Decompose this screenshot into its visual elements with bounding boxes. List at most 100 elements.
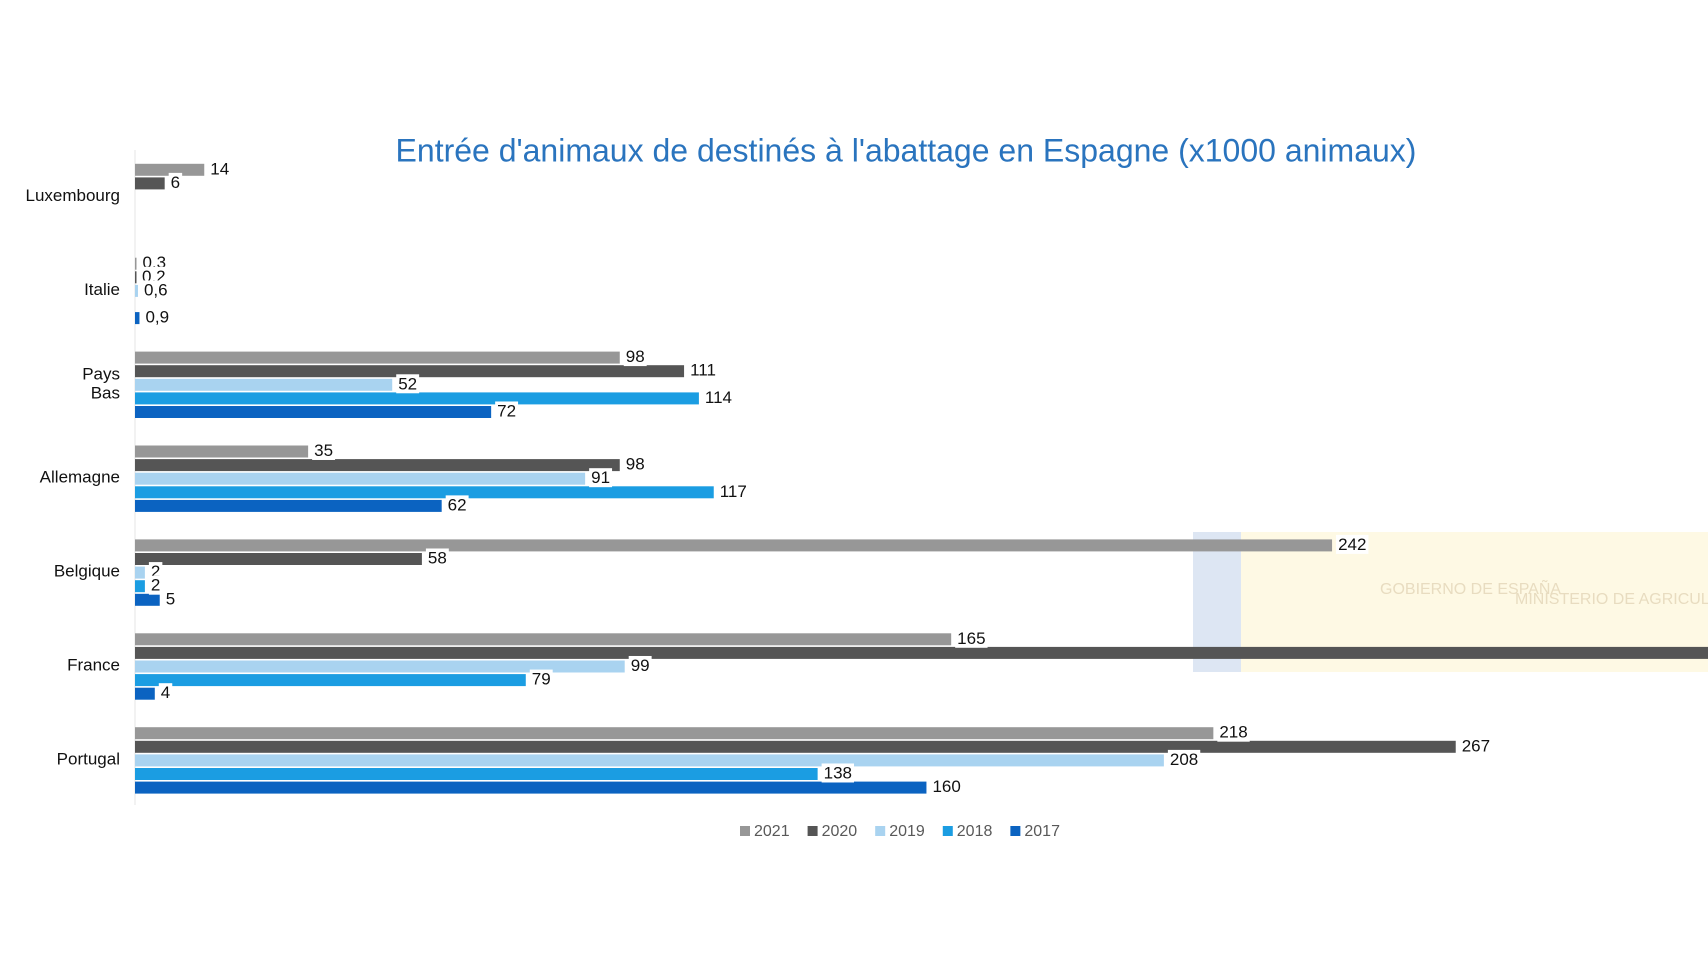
label-bg [148, 575, 163, 595]
bar [135, 351, 620, 364]
bar [135, 312, 140, 325]
bar [135, 378, 393, 391]
legend: 2021 2020 2019 2018 2017 [740, 823, 1060, 840]
label-bg [930, 777, 963, 797]
legend-label: 2021 [754, 823, 790, 840]
bar [135, 499, 442, 512]
value-label: 91 [591, 468, 610, 487]
bar [135, 674, 526, 687]
value-label: 117 [720, 482, 747, 501]
bar [135, 727, 1214, 740]
bar [135, 163, 205, 176]
label-bg [1459, 736, 1493, 756]
value-label: 99 [631, 656, 650, 675]
bar [135, 271, 137, 284]
value-label: 114 [705, 388, 732, 407]
label-bg [1167, 749, 1201, 769]
label-bg [529, 669, 553, 689]
value-label: 5 [166, 589, 175, 608]
bar [135, 687, 155, 700]
value-label: 0,6 [144, 280, 168, 299]
value-label: 242 [1338, 535, 1366, 554]
value-label: 111 [690, 361, 716, 380]
value-label: 218 [1219, 723, 1247, 742]
value-label: 0,9 [145, 308, 169, 327]
bar [135, 445, 309, 458]
value-label: 98 [626, 347, 645, 366]
bar [135, 633, 952, 646]
label-bg [717, 481, 749, 501]
value-label: 98 [626, 455, 645, 474]
bar [135, 768, 818, 780]
bar [135, 257, 137, 270]
bar [135, 539, 1333, 552]
bar [135, 740, 1456, 753]
category-label: Pays Bas [82, 365, 120, 403]
plot-area [135, 163, 1708, 794]
value-label: 58 [428, 548, 447, 567]
bar [135, 646, 1708, 659]
bar [135, 406, 492, 418]
bar [135, 392, 699, 405]
value-label: 6 [171, 173, 180, 192]
label-bg [312, 440, 336, 460]
bar [135, 365, 685, 378]
bar [135, 593, 160, 606]
label-bg [623, 347, 647, 367]
bar [135, 781, 927, 794]
legend-label: 2017 [1024, 823, 1060, 840]
value-label: 79 [532, 670, 551, 689]
bar [135, 177, 165, 190]
value-label: 2 [151, 562, 160, 581]
label-bg [396, 374, 420, 394]
value-label: 4 [161, 683, 170, 702]
legend-label: 2020 [822, 823, 858, 840]
value-label: 62 [448, 495, 467, 514]
bar [135, 660, 625, 673]
legend-swatch [1010, 826, 1021, 836]
value-label: 160 [932, 777, 960, 796]
value-label: 35 [314, 441, 333, 460]
category-label: France [67, 656, 120, 675]
label-bg [589, 468, 613, 488]
legend-swatch [875, 826, 886, 836]
legend-label: 2019 [889, 823, 925, 840]
legend-label: 2018 [957, 823, 993, 840]
bar [135, 566, 145, 579]
label-bg [955, 628, 988, 648]
label-bg [158, 683, 173, 703]
value-label: 72 [497, 401, 516, 420]
chart-title: Entrée d'animaux de destinés à l'abattag… [396, 132, 1417, 168]
value-label: 165 [957, 629, 985, 648]
legend-swatch [807, 826, 818, 836]
category-label: Belgique [54, 562, 120, 581]
value-label: 267 [1462, 736, 1490, 755]
bar [135, 459, 620, 472]
bar [135, 486, 714, 499]
label-bg [425, 548, 449, 568]
value-label: 14 [210, 159, 229, 178]
bar [135, 754, 1164, 767]
label-bg [445, 495, 469, 515]
bar [135, 553, 422, 565]
label-bg [163, 589, 178, 609]
logo-text: GOBIERNO DE ESPAÑA [1380, 578, 1561, 598]
label-bg [702, 387, 735, 407]
label-bg [141, 280, 170, 300]
label-bg [623, 454, 647, 474]
category-label: Italie [84, 280, 120, 299]
legend-swatch [942, 826, 953, 836]
label-bg [495, 401, 519, 421]
logo-text: MINISTERIO DE AGRICULTURA, PESCA Y ALIME… [1515, 589, 1708, 608]
value-label: 208 [1170, 750, 1198, 769]
label-bg [208, 159, 232, 179]
bar [135, 284, 138, 297]
category-label: Allemagne [40, 468, 120, 487]
value-label: 138 [824, 763, 852, 782]
legend-swatch [740, 826, 750, 836]
label-bg [1336, 534, 1369, 554]
value-label: 2 [151, 576, 160, 595]
label-bg [628, 655, 652, 675]
label-bg [1217, 722, 1250, 742]
